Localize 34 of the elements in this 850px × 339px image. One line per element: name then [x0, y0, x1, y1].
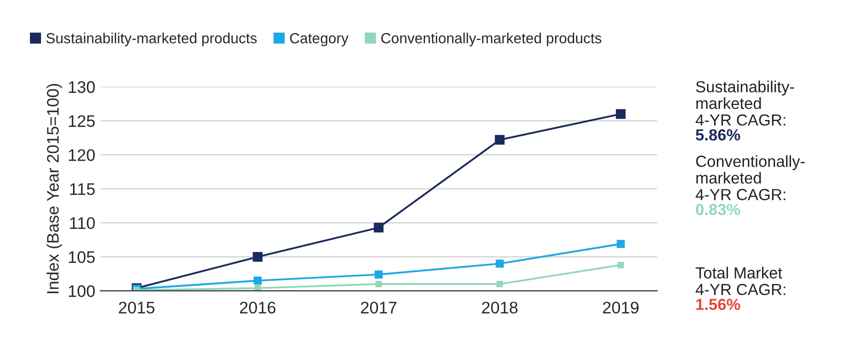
text: 5.86% [696, 129, 740, 141]
point [374, 270, 383, 279]
y-tick-label: 115 [70, 183, 95, 196]
point [618, 262, 624, 268]
y-tick-label: 110 [70, 217, 95, 230]
point [496, 280, 503, 288]
point [494, 134, 505, 145]
text: 0.83% [696, 204, 740, 216]
point [374, 222, 384, 232]
text: Sustainability- marketed 4-YR CAGR: [696, 80, 794, 126]
text: 1.56% [696, 298, 740, 310]
legend-label: Conventionally-marketed products [381, 32, 602, 46]
x-tick-label: 2016 [240, 302, 276, 314]
legend-label: Sustainability-marketed products [46, 32, 257, 46]
point [496, 260, 504, 268]
point [254, 276, 262, 285]
x-tick-label: 2017 [360, 302, 396, 314]
y-axis-title: Index (Base Year 2015=100) [46, 84, 62, 294]
y-tick-label: 100 [68, 285, 95, 298]
x-tick-label: 2019 [603, 302, 638, 314]
y-tick-label: 120 [68, 149, 95, 162]
y-tick-label: 130 [68, 81, 95, 93]
point [616, 240, 625, 248]
y-tick-label: 125 [68, 115, 95, 127]
point [252, 252, 263, 262]
text: Total Market 4-YR CAGR: [696, 266, 786, 296]
point [254, 284, 261, 291]
legend-label: Category [290, 33, 348, 46]
point [616, 109, 626, 119]
x-tick-label: 2018 [482, 302, 518, 314]
point [375, 280, 382, 288]
text: Conventionally- marketed 4-YR CAGR: [696, 155, 805, 200]
x-tick-label: 2015 [118, 302, 154, 314]
y-tick-label: 105 [68, 251, 95, 264]
